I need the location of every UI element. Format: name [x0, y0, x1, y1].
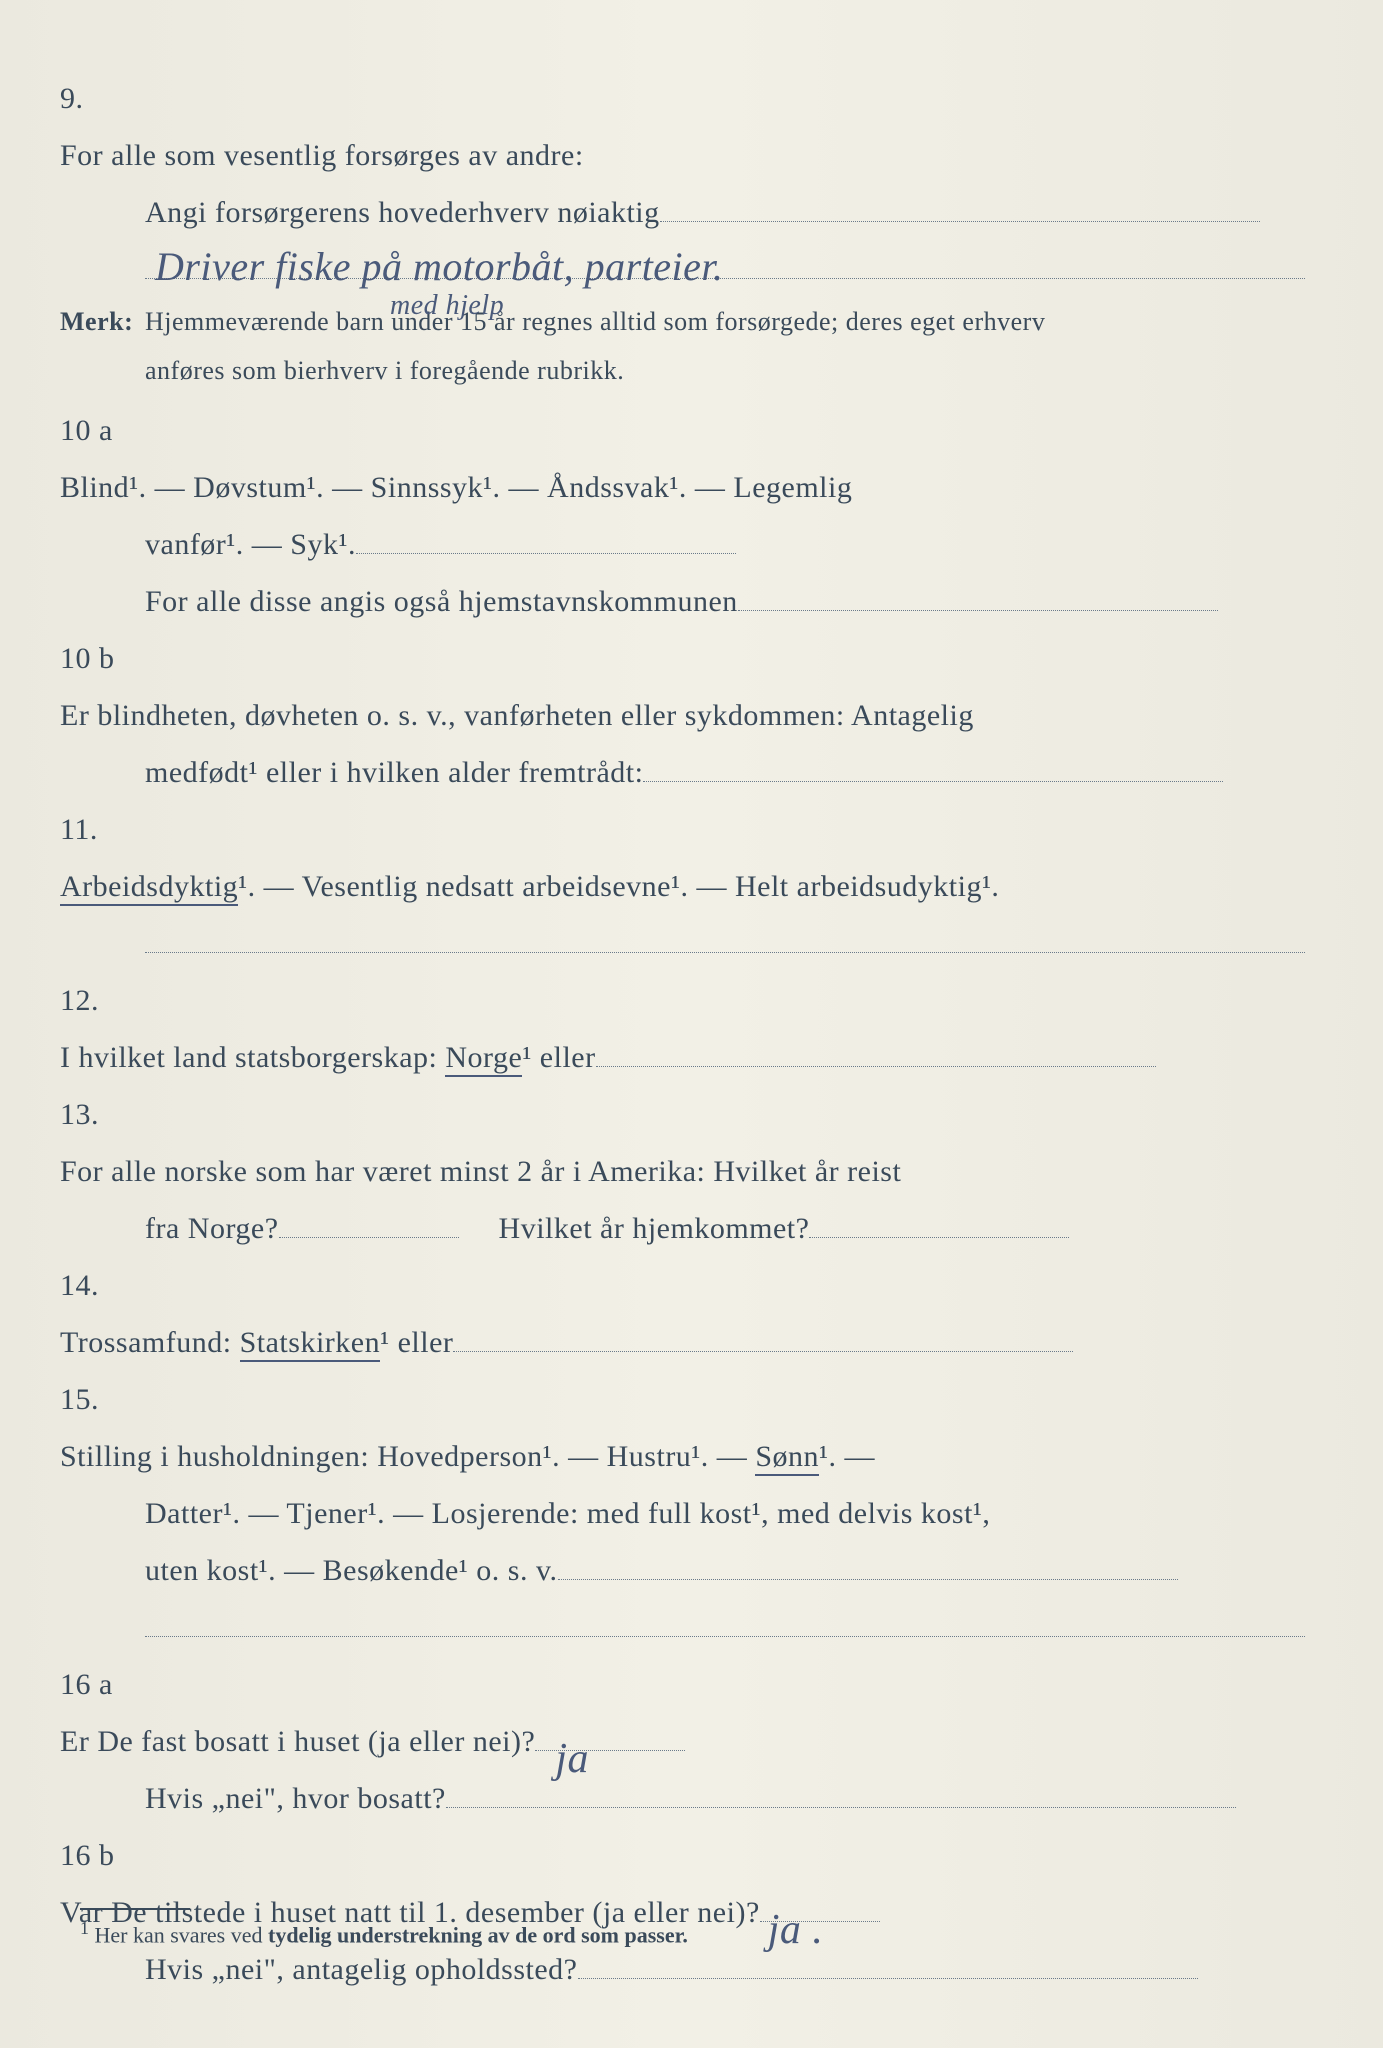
q14-rest: ¹ eller [380, 1326, 453, 1359]
q9-hand-insert: med hjelp [390, 279, 504, 332]
q11-row: 11. Arbeidsdyktig¹. — Vesentlig nedsatt … [60, 801, 1323, 915]
q10a-row3: For alle disse angis også hjemstavnskomm… [145, 573, 1323, 630]
fill [578, 1978, 1198, 1979]
fill [660, 221, 1260, 222]
q10b-text1: Er blindheten, døvheten o. s. v., vanfør… [60, 687, 1243, 744]
form-page: 9. For alle som vesentlig forsørges av a… [0, 0, 1383, 2048]
fill [446, 1807, 1236, 1808]
q14-text1: Trossamfund: [60, 1326, 240, 1359]
q16a-row2: Hvis „nei", hvor bosatt? [145, 1770, 1323, 1827]
q12-num: 12. [60, 972, 135, 1029]
q12-content: I hvilket land statsborgerskap: Norge¹ e… [60, 1029, 1243, 1086]
q15-fill [145, 1599, 1323, 1656]
q16b-row2: Hvis „nei", antagelig opholdssted? [145, 1941, 1323, 1998]
q12-row: 12. I hvilket land statsborgerskap: Norg… [60, 972, 1323, 1086]
q15-underlined: Sønn [755, 1440, 819, 1476]
q13-row: 13. For alle norske som har været minst … [60, 1086, 1323, 1200]
fill [145, 1636, 1305, 1637]
q11-rest: ¹. — Vesentlig nedsatt arbeidsevne¹. — H… [238, 870, 999, 903]
fill [145, 952, 1305, 953]
q14-row: 14. Trossamfund: Statskirken¹ eller [60, 1257, 1323, 1371]
q16a-num: 16 a [60, 1656, 135, 1713]
merk-text2: anføres som bierhverv i foregående rubri… [145, 356, 624, 385]
q9-line2: Angi forsørgerens hovederhverv nøiaktig [145, 196, 660, 229]
q16a-text1: Er De fast bosatt i huset (ja eller nei)… [60, 1725, 535, 1758]
q10a-row2: vanfør¹. — Syk¹. [145, 516, 1323, 573]
q15-row: 15. Stilling i husholdningen: Hovedperso… [60, 1371, 1323, 1485]
q12-text1: I hvilket land statsborgerskap: [60, 1041, 445, 1074]
q16a-content: Er De fast bosatt i huset (ja eller nei)… [60, 1713, 1243, 1770]
q14-content: Trossamfund: Statskirken¹ eller [60, 1314, 1243, 1371]
q16b-num: 16 b [60, 1827, 135, 1884]
q15-row3: uten kost¹. — Besøkende¹ o. s. v. [145, 1542, 1323, 1599]
q15-num: 15. [60, 1371, 135, 1428]
q11-underlined: Arbeidsdyktig [60, 870, 238, 906]
q10b-text2: medfødt¹ eller i hvilken alder fremtrådt… [145, 756, 643, 789]
q16a-text2: Hvis „nei", hvor bosatt? [145, 1782, 446, 1815]
fill [596, 1066, 1156, 1067]
q10b-num: 10 b [60, 630, 135, 687]
q13-text1: For alle norske som har været minst 2 år… [60, 1143, 1243, 1200]
fill [809, 1237, 1069, 1238]
q14-num: 14. [60, 1257, 135, 1314]
q9-num: 9. [60, 70, 135, 127]
q15-text1a: Stilling i husholdningen: Hovedperson¹. … [60, 1440, 755, 1473]
q9-line1: For alle som vesentlig forsørges av andr… [60, 127, 1243, 184]
q10b-row2: medfødt¹ eller i hvilken alder fremtrådt… [145, 744, 1323, 801]
q9-row: 9. For alle som vesentlig forsørges av a… [60, 70, 1323, 184]
q11-content: Arbeidsdyktig¹. — Vesentlig nedsatt arbe… [60, 858, 1243, 915]
fill: ja [535, 1750, 685, 1751]
merk-row: Merk: Hjemmeværende barn under 15 år reg… [60, 297, 1323, 346]
merk-text1: Hjemmeværende barn under 15 år regnes al… [145, 307, 1045, 336]
q9-hand-row: Driver fiske på motorbåt, parteier. [145, 241, 1323, 297]
fill [738, 610, 1218, 611]
q15-text2: Datter¹. — Tjener¹. — Losjerende: med fu… [145, 1497, 990, 1530]
q15-text3: uten kost¹. — Besøkende¹ o. s. v. [145, 1554, 558, 1587]
fill [558, 1579, 1178, 1580]
q15-content: Stilling i husholdningen: Hovedperson¹. … [60, 1428, 1243, 1485]
q10a-num: 10 a [60, 402, 135, 459]
merk-label: Merk: [60, 297, 138, 346]
q10a-text1: Blind¹. — Døvstum¹. — Sinnssyk¹. — Åndss… [60, 459, 1243, 516]
fill [453, 1351, 1073, 1352]
q10b-row: 10 b Er blindheten, døvheten o. s. v., v… [60, 630, 1323, 744]
q10a-row: 10 a Blind¹. — Døvstum¹. — Sinnssyk¹. — … [60, 402, 1323, 516]
q11-fill [145, 915, 1323, 972]
fill [279, 1237, 459, 1238]
q11-num: 11. [60, 801, 135, 858]
footnote-text: Her kan svares ved [89, 1922, 268, 1947]
q14-underlined: Statskirken [240, 1326, 381, 1362]
q10a-text3: For alle disse angis også hjemstavnskomm… [145, 585, 738, 618]
footnote: 1 Her kan svares ved tydelig understrekn… [80, 1910, 900, 1948]
merk-row2: anføres som bierhverv i foregående rubri… [145, 346, 1323, 395]
footnote-marker: 1 [80, 1918, 89, 1938]
q13-row2: fra Norge? Hvilket år hjemkommet? [145, 1200, 1323, 1257]
q13-text2a: fra Norge? [145, 1212, 279, 1245]
q16a-row: 16 a Er De fast bosatt i huset (ja eller… [60, 1656, 1323, 1770]
q12-underlined: Norge [445, 1041, 522, 1077]
footnote-bold: tydelig understrekning av de ord som pas… [268, 1922, 688, 1947]
fill [356, 553, 736, 554]
fill [643, 781, 1223, 782]
q15-text1b: ¹. — [819, 1440, 875, 1473]
q13-num: 13. [60, 1086, 135, 1143]
q13-text2b: Hvilket år hjemkommet? [499, 1212, 810, 1245]
q15-row2: Datter¹. — Tjener¹. — Losjerende: med fu… [145, 1485, 1323, 1542]
q12-rest: ¹ eller [522, 1041, 595, 1074]
q10a-text2: vanfør¹. — Syk¹. [145, 528, 356, 561]
q16b-text2: Hvis „nei", antagelig opholdssted? [145, 1953, 578, 1986]
